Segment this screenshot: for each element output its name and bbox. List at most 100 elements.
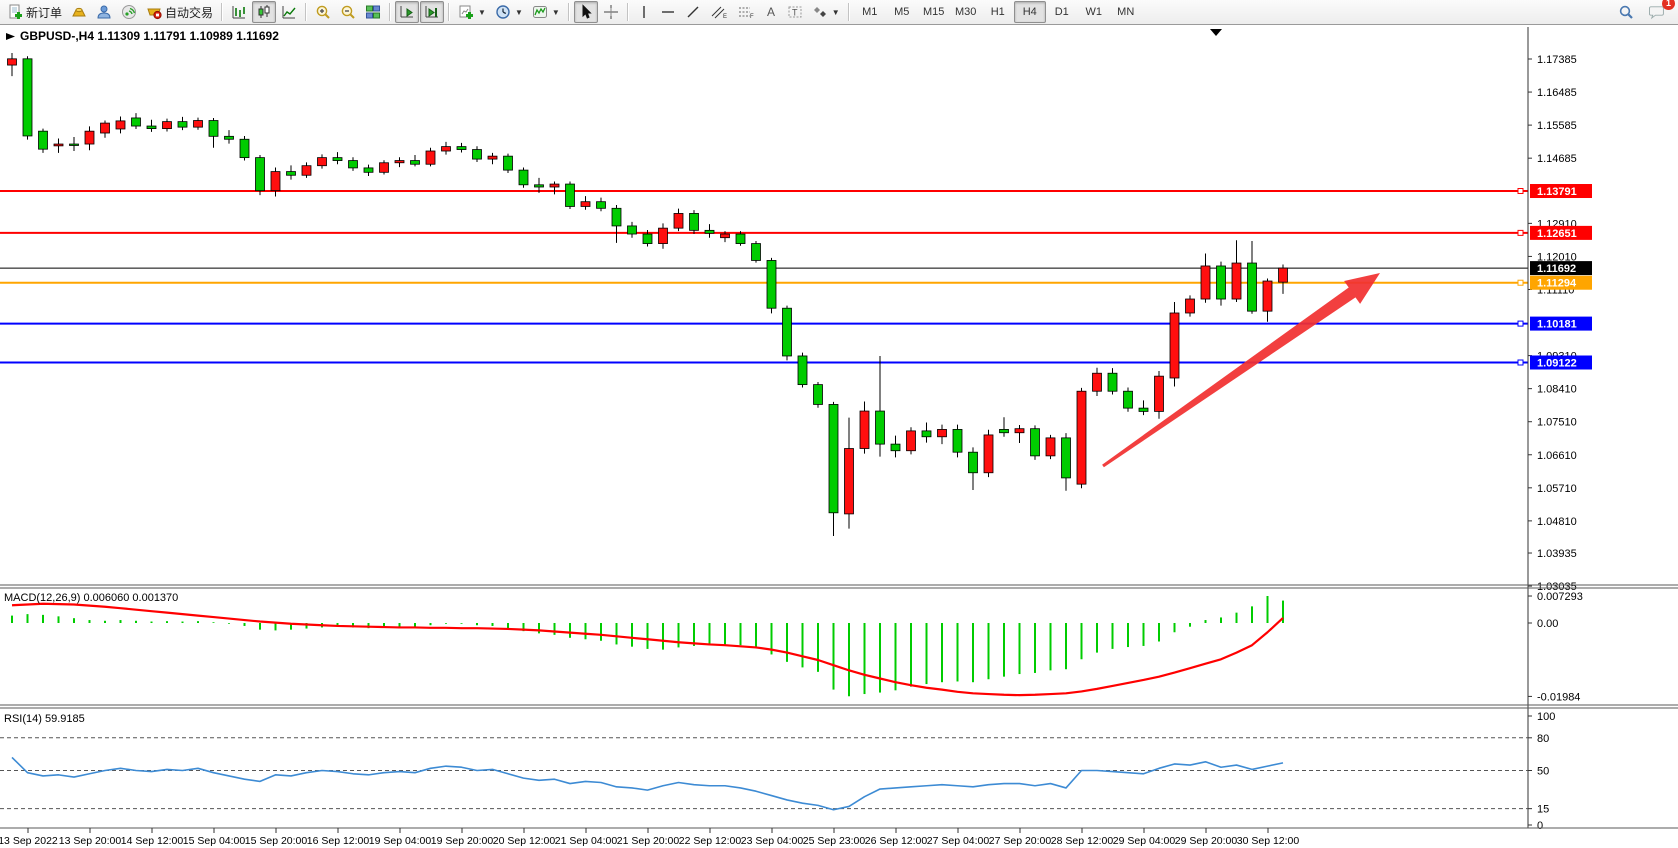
timeframe-h1-button[interactable]: H1: [990, 6, 1005, 18]
line-chart-mode-button[interactable]: [277, 1, 301, 23]
candle-body: [813, 384, 823, 405]
auto-trading-button[interactable]: 自动交易: [142, 1, 217, 23]
candle-body: [84, 130, 95, 145]
signals-button[interactable]: [117, 1, 141, 23]
new-order-button[interactable]: 新订单: [3, 1, 66, 23]
timeframe-w1-button[interactable]: W1: [1085, 6, 1102, 18]
candlestick-mode-button[interactable]: [252, 1, 277, 23]
timeframe-mn-button[interactable]: MN: [1117, 6, 1135, 18]
candle-body: [704, 229, 715, 234]
zoom-out-button[interactable]: [336, 1, 360, 23]
time-tick-label: 19 Sep 20:00: [431, 835, 494, 847]
chart-shift-button[interactable]: [420, 1, 445, 23]
timeframe-h4-button[interactable]: H4: [1013, 1, 1046, 23]
tile-windows-icon: [366, 5, 381, 19]
time-axis[interactable]: 13 Sep 2022 13 Sep 20:00 14 Sep 12:00 15 Se…: [0, 827, 1678, 847]
candle-body: [1154, 375, 1164, 412]
candle-body: [301, 165, 312, 176]
text-label-tool-button[interactable]: T: [783, 1, 807, 23]
candle-body: [859, 410, 870, 449]
price-tick-label: 1.17385: [1537, 54, 1577, 66]
candle-body: [1216, 265, 1226, 300]
search-icon: [1619, 5, 1633, 19]
candle-body: [1076, 390, 1087, 485]
timeframe-m1-button[interactable]: M1: [862, 6, 878, 18]
candle-body: [968, 451, 978, 474]
candle-body: [921, 430, 932, 438]
price-axis[interactable]: 1.173851.164851.155851.146851.129101.120…: [1527, 27, 1592, 828]
time-tick-label: 29 Sep 20:00: [1175, 835, 1238, 847]
timeframe-m30-button[interactable]: M30: [955, 6, 977, 18]
time-tick-label: 19 Sep 04:00: [369, 835, 432, 847]
price-badge-label: 1.10181: [1537, 319, 1577, 331]
toolbar-separator: [847, 3, 850, 21]
clock-icon: [496, 5, 510, 19]
toolbar-separator: [567, 3, 570, 21]
vertical-line-tool-button[interactable]: [633, 1, 655, 23]
macd-tick-label: 0.007293: [1537, 591, 1583, 603]
indicators-button[interactable]: ▼: [528, 1, 564, 23]
market-watch-button[interactable]: [67, 1, 91, 23]
candle-body: [673, 213, 684, 229]
level-line-anchor[interactable]: [1517, 188, 1524, 195]
equidistant-channel-icon: E: [711, 6, 727, 20]
trendline-tool-button[interactable]: [681, 1, 705, 23]
candle-body: [441, 146, 451, 152]
candle-body: [565, 183, 575, 207]
candle-body: [735, 233, 746, 244]
timeframe-m5-button[interactable]: M5: [894, 6, 910, 18]
candle-body: [146, 125, 157, 130]
auto-scroll-icon: [400, 6, 414, 18]
search-button[interactable]: [1614, 1, 1638, 23]
crosshair-tool-button[interactable]: [599, 1, 623, 23]
auto-scroll-button[interactable]: [395, 1, 420, 23]
trend-arrow-annotation[interactable]: [1102, 273, 1380, 468]
rsi-tick-label: 0: [1537, 820, 1543, 832]
text-tool-button[interactable]: A: [760, 1, 782, 23]
price-badge-label: 1.11692: [1537, 263, 1576, 275]
time-tick-label: 21 Sep 20:00: [617, 835, 680, 847]
chart-menu-arrow[interactable]: [6, 33, 15, 40]
candle-body: [379, 162, 389, 173]
new-chart-button[interactable]: ▼: [454, 1, 490, 23]
profiles-button[interactable]: ▼: [491, 1, 527, 23]
timeframe-d1-button[interactable]: D1: [1054, 6, 1069, 18]
notifications-button[interactable]: 1: [1644, 0, 1675, 23]
toolbar-right-group: 1: [1614, 0, 1675, 23]
annotation-layer[interactable]: GBPUSD-,H4 1.11309 1.11791 1.10989 1.116…: [6, 29, 1380, 468]
signal-icon: [122, 5, 137, 19]
chart-shift-marker[interactable]: [1210, 29, 1222, 36]
fibonacci-tool-button[interactable]: F: [733, 1, 759, 23]
candle-body: [1231, 262, 1242, 300]
arrows-tool-button[interactable]: ▼: [808, 1, 844, 23]
mql5-community-button[interactable]: [92, 1, 116, 23]
candle-body: [596, 201, 606, 209]
tile-windows-button[interactable]: [361, 1, 385, 23]
horizontal-line-tool-button[interactable]: [656, 1, 680, 23]
bar-chart-icon: [232, 6, 246, 19]
macd-label: MACD(12,26,9) 0.006060 0.001370: [4, 592, 178, 604]
cursor-tool-button[interactable]: [573, 1, 598, 23]
timeframe-m15-button[interactable]: M15: [923, 6, 945, 18]
toolbar-separator: [305, 3, 308, 21]
price-tick-label: 1.14685: [1537, 153, 1577, 165]
level-line-anchor[interactable]: [1517, 279, 1524, 286]
bar-chart-mode-button[interactable]: [227, 1, 251, 23]
candle-body: [7, 58, 17, 66]
time-tick-label: 23 Sep 04:00: [741, 835, 804, 847]
channel-tool-button[interactable]: E: [706, 1, 732, 23]
candle-body: [1247, 262, 1257, 312]
level-line-anchor[interactable]: [1517, 359, 1524, 366]
level-line-anchor[interactable]: [1517, 229, 1524, 236]
candle-body: [410, 160, 420, 165]
cursor-arrow-icon: [582, 4, 592, 19]
candle-body: [1045, 437, 1056, 457]
line-chart-icon: [282, 6, 296, 19]
level-line-anchor[interactable]: [1517, 320, 1524, 327]
candle-body: [937, 429, 947, 438]
chart-canvas[interactable]: 1.173851.164851.155851.146851.129101.120…: [0, 25, 1678, 848]
toolbar-separator: [389, 3, 392, 21]
candle-body: [487, 155, 498, 160]
candle-body: [549, 183, 560, 188]
zoom-in-button[interactable]: [311, 1, 335, 23]
